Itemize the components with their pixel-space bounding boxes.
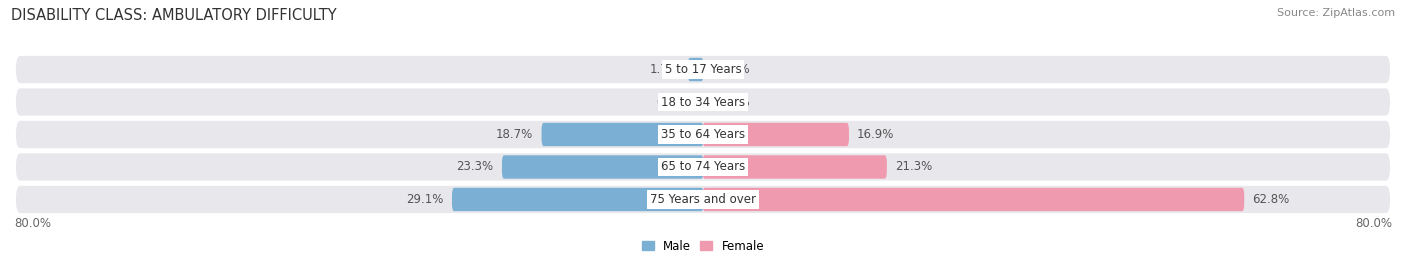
Text: DISABILITY CLASS: AMBULATORY DIFFICULTY: DISABILITY CLASS: AMBULATORY DIFFICULTY	[11, 8, 337, 23]
FancyBboxPatch shape	[15, 89, 1391, 116]
Text: 65 to 74 Years: 65 to 74 Years	[661, 161, 745, 174]
Legend: Male, Female: Male, Female	[641, 240, 765, 253]
Text: 29.1%: 29.1%	[406, 193, 444, 206]
FancyBboxPatch shape	[703, 123, 849, 146]
Text: 80.0%: 80.0%	[1355, 217, 1392, 230]
FancyBboxPatch shape	[451, 188, 703, 211]
Text: 21.3%: 21.3%	[896, 161, 932, 174]
Text: 23.3%: 23.3%	[457, 161, 494, 174]
FancyBboxPatch shape	[15, 186, 1391, 213]
FancyBboxPatch shape	[15, 56, 1391, 83]
Text: 75 Years and over: 75 Years and over	[650, 193, 756, 206]
FancyBboxPatch shape	[15, 153, 1391, 180]
Text: Source: ZipAtlas.com: Source: ZipAtlas.com	[1277, 8, 1395, 18]
Text: 5 to 17 Years: 5 to 17 Years	[665, 63, 741, 76]
Text: 18.7%: 18.7%	[496, 128, 533, 141]
Text: 35 to 64 Years: 35 to 64 Years	[661, 128, 745, 141]
Text: 0.0%: 0.0%	[720, 63, 749, 76]
Text: 18 to 34 Years: 18 to 34 Years	[661, 95, 745, 108]
FancyBboxPatch shape	[15, 121, 1391, 148]
Text: 80.0%: 80.0%	[14, 217, 51, 230]
FancyBboxPatch shape	[688, 58, 703, 81]
FancyBboxPatch shape	[502, 155, 703, 179]
Text: 62.8%: 62.8%	[1253, 193, 1289, 206]
Text: 16.9%: 16.9%	[858, 128, 894, 141]
FancyBboxPatch shape	[703, 188, 1244, 211]
Text: 1.7%: 1.7%	[650, 63, 679, 76]
FancyBboxPatch shape	[541, 123, 703, 146]
Text: 0.0%: 0.0%	[720, 95, 749, 108]
Text: 0.0%: 0.0%	[657, 95, 686, 108]
FancyBboxPatch shape	[703, 155, 887, 179]
